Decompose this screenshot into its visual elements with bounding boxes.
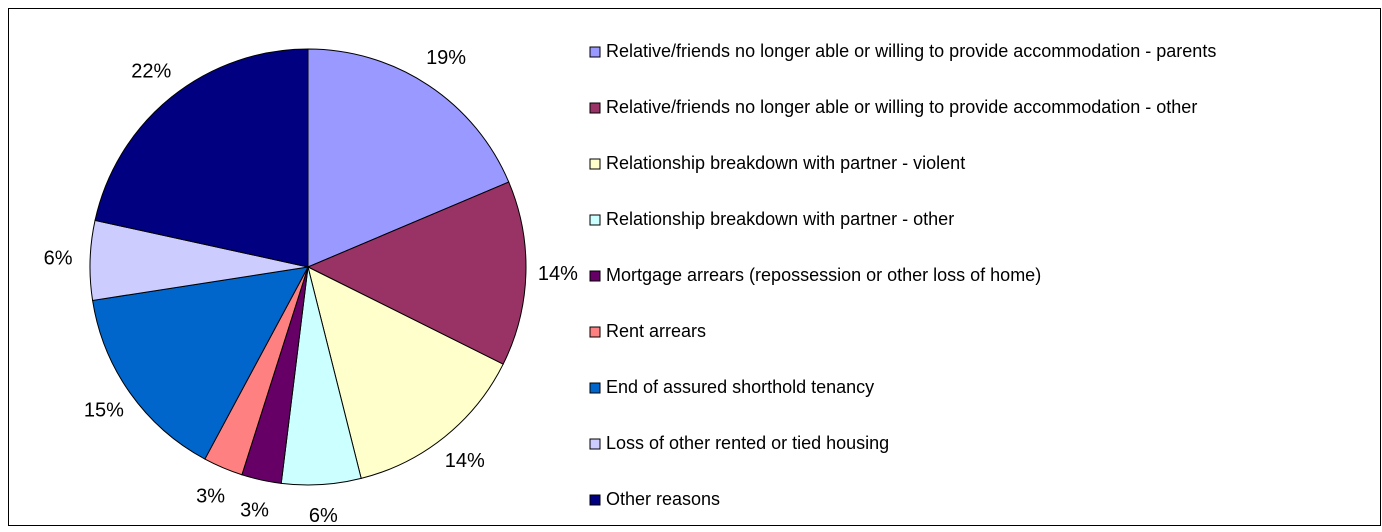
data-label: 6% [44, 248, 73, 270]
legend-label: Loss of other rented or tied housing [606, 433, 889, 453]
legend-label: Relative/friends no longer able or willi… [606, 97, 1197, 117]
legend-label: Relative/friends no longer able or willi… [606, 41, 1216, 61]
legend-label: Relationship breakdown with partner - ot… [606, 209, 954, 229]
data-label: 15% [84, 400, 124, 422]
data-label: 3% [240, 499, 269, 521]
legend-swatch [589, 158, 601, 170]
legend-label: Mortgage arrears (repossession or other … [606, 265, 1041, 285]
data-label: 19% [426, 47, 466, 69]
pie-slice [307, 266, 504, 480]
legend-label: Rent arrears [606, 321, 706, 341]
pie-slice [307, 48, 510, 268]
legend-swatch [589, 438, 601, 450]
legend-swatch [589, 46, 601, 58]
data-label: 3% [196, 486, 225, 508]
pie-slice [306, 181, 527, 365]
data-label: 14% [445, 450, 485, 472]
data-label: 22% [131, 61, 171, 83]
legend-swatch [589, 214, 601, 226]
legend-swatch [589, 326, 601, 338]
legend-label: End of assured shorthold tenancy [606, 377, 874, 397]
legend-swatch [589, 270, 601, 282]
legend-swatch [589, 494, 601, 506]
legend-label: Other reasons [606, 489, 720, 509]
legend-label: Relationship breakdown with partner - vi… [606, 153, 965, 173]
legend-swatch [589, 102, 601, 114]
pie-slice [94, 48, 309, 268]
pie-slice [92, 266, 309, 460]
data-label: 14% [538, 263, 578, 285]
legend-swatch [589, 382, 601, 394]
data-label: 6% [309, 505, 338, 527]
